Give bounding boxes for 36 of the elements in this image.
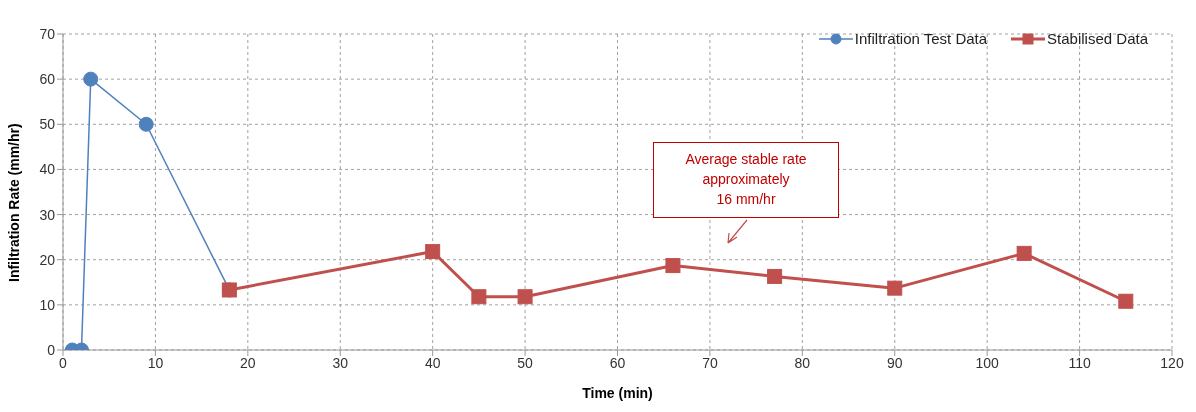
point [887, 280, 903, 296]
legend-label: Stabilised Data [1047, 30, 1148, 47]
y-tick-label: 60 [39, 71, 56, 88]
y-tick-label: 50 [39, 116, 56, 133]
x-tick-label: 70 [702, 354, 718, 371]
point [665, 258, 681, 274]
point [1118, 293, 1134, 309]
y-tick-label: 10 [39, 296, 56, 313]
x-tick-label: 110 [1068, 354, 1091, 371]
y-axis-title: Infiltration Rate (mm/hr) [5, 123, 22, 282]
callout-box: Average stable rate approximately 16 mm/hr [653, 142, 839, 218]
point [1016, 245, 1032, 261]
x-tick-label: 120 [1160, 354, 1184, 371]
x-tick-label: 40 [424, 354, 441, 371]
y-tick-label: 40 [39, 161, 56, 178]
point [83, 71, 99, 87]
x-tick-label: 30 [332, 354, 349, 371]
x-tick-label: 100 [975, 354, 1000, 371]
point [471, 289, 487, 305]
y-tick-label: 0 [47, 341, 56, 358]
x-axis-title: Time (min) [582, 385, 653, 401]
point [138, 116, 154, 132]
legend-label: Infiltration Test Data [854, 30, 988, 47]
y-tick-label: 30 [39, 206, 56, 223]
y-tick-label: 70 [39, 25, 56, 42]
x-tick-label: 60 [609, 354, 626, 371]
point [767, 268, 783, 284]
x-tick-label: 0 [59, 354, 68, 371]
x-tick-label: 20 [240, 354, 256, 371]
x-tick-label: 50 [517, 354, 534, 371]
x-tick-label: 10 [147, 354, 164, 371]
point [425, 244, 441, 260]
x-tick-label: 90 [886, 354, 903, 371]
point [517, 289, 533, 305]
y-tick-label: 20 [39, 251, 56, 268]
x-tick-label: 80 [794, 354, 811, 371]
